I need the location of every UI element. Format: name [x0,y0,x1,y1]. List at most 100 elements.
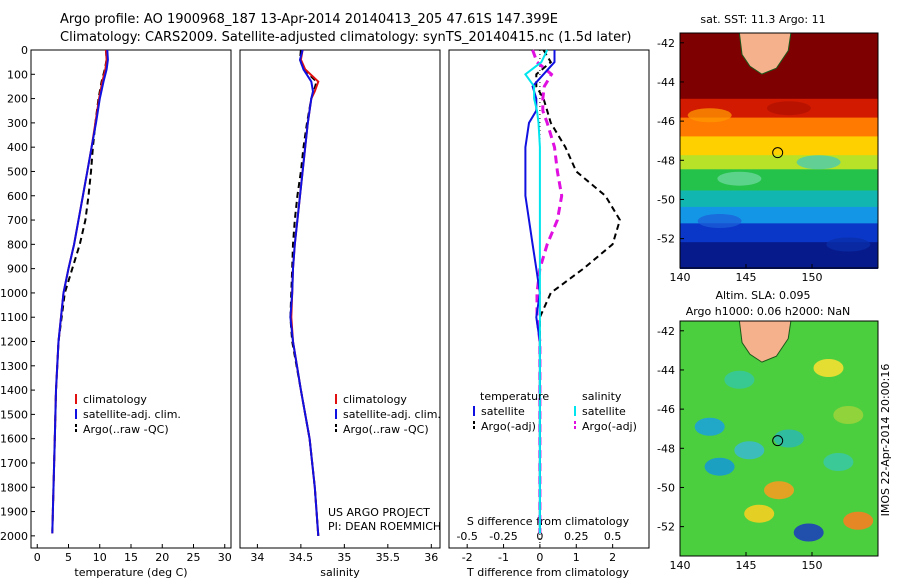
depth-tick-label: 0 [21,44,28,57]
sst-map-lat-tick-label: -46 [657,115,675,128]
salinity-diff-tick-label: 0 [536,530,543,543]
depth-tick-label: 700 [7,214,28,227]
sla-map-lon-tick-label: 150 [802,559,823,572]
temperature-xtick-label: 10 [93,551,107,564]
difference-panel: -2 -1 0 1 2 -0.5 -0.25 0 0.25 0.5 S difference fro… [448,49,650,579]
sst-map-lat-tick-label: -50 [657,193,675,206]
temperature-satellite-line [51,49,109,534]
temperature-panel: 0 5 10 15 20 25 300100200300400500600700800900… [0,44,232,579]
salinity-satellite-line [289,49,320,536]
salinity-diff-tick-label: 0.25 [564,530,589,543]
depth-tick-label: 2000 [0,530,28,543]
sst-map-sst-band [680,223,878,246]
legend-label: climatology [83,393,147,406]
difference-xtick-label: -2 [462,551,473,564]
salinity-xtick-label: 34 [250,551,264,564]
sst-map-sst-patch [687,108,732,123]
sla-map-lat-tick-label: -46 [657,403,675,416]
difference-xtick-label: 2 [609,551,616,564]
sst-map-sst-band [680,190,878,211]
sst-map-panel: sat. SST: 11.3 Argo: 11 140 145 150 -42 -44 -… [657,13,879,284]
sla-map-sla-eddy [833,406,864,424]
sla-map-sla-eddy [764,481,794,500]
depth-tick-label: 1900 [0,506,28,519]
sst-map-title: sat. SST: 11.3 Argo: 11 [700,13,825,26]
difference-xtick-label: 0 [536,551,543,564]
sla-map-sla-eddy [793,523,824,542]
difference-xtick-label: 1 [573,551,580,564]
sst-map-sst-patch [826,237,871,252]
salinity-satellite-diff-line [524,49,549,534]
sst-map-lon-tick-label: 140 [670,271,691,284]
depth-tick-label: 300 [7,117,28,130]
sst-map-lat-tick-label: -52 [657,233,675,246]
sla-map-sla-eddy [823,453,854,471]
sla-map-title: Altim. SLA: 0.095 [715,289,810,302]
sst-map-sst-patch [766,101,811,116]
legend-label: Argo(-adj) [582,420,637,433]
salinity-climatology-line [290,49,320,536]
sst-map-argo-marker [772,147,784,159]
depth-tick-label: 1400 [0,384,28,397]
salinity-diff-tick-label: -0.5 [456,530,477,543]
sla-map-lat-tick-label: -52 [657,521,675,534]
legend-label: satellite-adj. clim. [83,408,181,421]
legend-label: satellite-adj. clim. [343,408,441,421]
salinity-diff-xlabel: S difference from climatology [467,515,630,528]
depth-tick-label: 400 [7,141,28,154]
temperature-argo-diff-line [535,49,621,534]
salinity-argo-diff-line [531,49,564,534]
project-annotation: US ARGO PROJECT [328,506,430,519]
sla-map-sla-eddy [724,370,755,389]
sla-map-sla-eddy [773,429,804,448]
depth-tick-label: 1500 [0,408,28,421]
depth-tick-label: 600 [7,190,28,203]
depth-tick-label: 100 [7,68,28,81]
sst-map-lat-tick-label: -44 [657,76,675,89]
temperature-diff-xlabel: T difference from climatology [466,566,629,579]
sst-map-lon-tick-label: 150 [802,271,823,284]
legend-label: Argo(-adj) [481,420,536,433]
sla-map-subtitle: Argo h1000: 0.06 h2000: NaN [686,305,851,318]
sla-map-timestamp: IMOS 22-Apr-2014 20:00:16 [879,364,892,517]
sla-map-lat-tick-label: -48 [657,442,675,455]
sla-map-panel: Altim. SLA: 0.095 Argo h1000: 0.06 h2000… [657,289,892,572]
legend-label: satellite [481,405,525,418]
salinity-argo-line [289,49,320,536]
temperature-xtick-label: 30 [218,551,232,564]
legend-label: satellite [582,405,626,418]
sla-map-sla-eddy [744,504,775,523]
legend-header-temperature: temperature [480,390,549,403]
salinity-xtick-label: 35 [337,551,351,564]
sla-map-lat-tick-label: -42 [657,325,675,338]
salinity-xtick-label: 35.5 [376,551,401,564]
legend-header-salinity: salinity [582,390,622,403]
depth-tick-label: 1600 [0,433,28,446]
legend-label: Argo(..raw -QC) [83,423,169,436]
depth-tick-label: 800 [7,238,28,251]
sst-map-frame [679,32,879,269]
sla-map-lat-tick-label: -50 [657,481,675,494]
depth-tick-label: 1700 [0,457,28,470]
sst-map-sst-patch [717,171,762,186]
sst-map-sst-band [680,169,878,194]
sla-map-tasmania-land [738,320,792,363]
depth-tick-label: 1300 [0,360,28,373]
sst-map-sst-patch [697,214,742,228]
sst-map-lat-tick-label: -48 [657,154,675,167]
sla-map-lon-tick-label: 140 [670,559,691,572]
sla-map-lat-tick-label: -44 [657,364,675,377]
depth-tick-label: 200 [7,93,28,106]
difference-frame [448,49,650,549]
sla-map-sla-eddy [813,359,844,377]
sst-map-lon-tick-label: 145 [736,271,757,284]
header-line-1: Argo profile: AO 1900968_187 13-Apr-2014… [60,12,558,27]
salinity-diff-tick-label: 0.5 [604,530,622,543]
temperature-frame [30,49,232,549]
header-line-2: Climatology: CARS2009. Satellite-adjuste… [60,30,632,45]
salinity-diff-tick-label: -0.25 [489,530,517,543]
depth-tick-label: 1000 [0,287,28,300]
temperature-climatology-line [51,49,108,534]
temperature-argo-line [51,49,108,534]
sla-map-sla-eddy [843,511,874,530]
